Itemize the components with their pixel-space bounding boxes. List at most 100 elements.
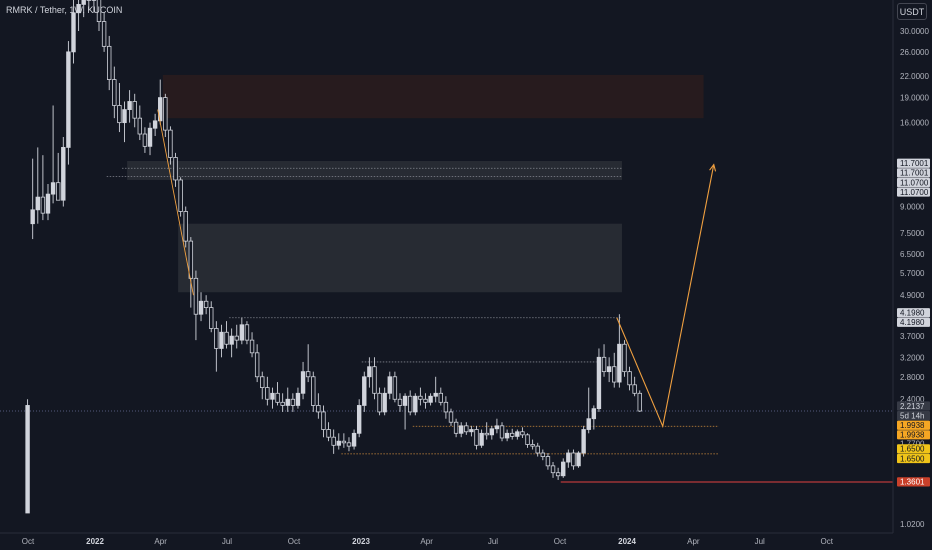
candle-body xyxy=(142,133,148,147)
candle-body xyxy=(351,432,357,447)
candle xyxy=(581,425,586,457)
candle-body xyxy=(183,211,188,242)
candle-body xyxy=(265,387,270,400)
candle-body xyxy=(305,371,311,378)
candle xyxy=(117,83,122,133)
candle xyxy=(142,127,148,153)
symbol-title[interactable]: RMRK / Tether, 1W, KUCOIN xyxy=(6,5,123,15)
candle-body xyxy=(535,445,540,454)
price-axis[interactable]: 30.000026.000022.000019.000016.000010.50… xyxy=(892,0,932,550)
candle xyxy=(270,387,275,409)
candle-body xyxy=(617,343,622,383)
candle-body xyxy=(341,440,347,444)
candle xyxy=(372,357,377,400)
candle-body xyxy=(550,465,556,474)
candle xyxy=(346,437,352,452)
candle-body xyxy=(203,300,209,308)
candle-body xyxy=(433,392,438,397)
price-label: 2.2137 xyxy=(897,401,930,411)
candle-body xyxy=(229,335,234,345)
price-label-box xyxy=(897,168,930,178)
currency-button[interactable]: USDT xyxy=(897,3,927,20)
x-tick-year: 2024 xyxy=(618,537,636,546)
candle xyxy=(423,393,428,409)
candle xyxy=(321,405,326,438)
candle xyxy=(45,184,51,221)
candle xyxy=(86,0,92,11)
candle xyxy=(193,270,199,341)
candle xyxy=(127,90,132,123)
price-label-box xyxy=(897,420,930,430)
price-label-text: 4.1980 xyxy=(900,318,925,327)
candle xyxy=(122,101,127,143)
candle-body xyxy=(571,452,576,467)
candle-body xyxy=(377,392,382,413)
candle-body xyxy=(632,384,637,394)
candle xyxy=(525,433,530,448)
time-axis-background xyxy=(0,533,893,550)
candle xyxy=(362,371,367,412)
candle xyxy=(112,66,117,119)
candle-body xyxy=(96,0,102,22)
projection-path xyxy=(616,164,715,429)
candle-body xyxy=(193,277,199,315)
y-tick-label: 2.4000 xyxy=(900,395,925,404)
candle-body xyxy=(198,300,204,315)
price-label-box xyxy=(897,308,930,318)
candle xyxy=(35,147,40,224)
candle xyxy=(219,324,224,358)
candle-body xyxy=(311,376,316,406)
price-labels-layer: 11.700111.700111.070011.07004.19804.1980… xyxy=(897,158,930,487)
candle xyxy=(367,357,372,388)
price-label-box xyxy=(897,477,930,487)
candle xyxy=(91,0,97,13)
levels-layer xyxy=(0,167,893,483)
candle xyxy=(382,387,387,416)
candle-body xyxy=(484,432,489,436)
candle-body xyxy=(260,376,265,388)
candle xyxy=(71,0,76,64)
candle-body xyxy=(418,395,423,400)
price-label-text: 1.6500 xyxy=(900,445,925,454)
range-zone xyxy=(127,160,622,180)
candle xyxy=(305,344,311,383)
y-tick-label: 5.7000 xyxy=(900,269,925,278)
price-label-text: 11.7001 xyxy=(900,159,929,168)
candle-body xyxy=(209,307,214,329)
candle-body xyxy=(280,401,285,406)
y-tick-label: 22.0000 xyxy=(900,72,929,81)
candle-body xyxy=(188,240,194,279)
candle-body xyxy=(321,411,326,430)
candle-body xyxy=(499,425,505,439)
candle xyxy=(234,324,239,349)
candles-layer xyxy=(25,0,642,514)
candle-body xyxy=(152,120,158,129)
candle-body xyxy=(402,395,408,406)
candle-body xyxy=(336,440,341,446)
price-label-text: 1.9938 xyxy=(900,421,925,430)
price-label-text: 1.9938 xyxy=(900,431,925,440)
price-label-text: 1.6500 xyxy=(900,454,925,463)
candle-body xyxy=(601,356,607,373)
candle-body xyxy=(132,101,137,119)
candle-body xyxy=(504,432,510,439)
price-label-box xyxy=(897,317,930,327)
candle xyxy=(137,105,143,141)
candle xyxy=(504,429,510,442)
candle xyxy=(540,449,546,461)
candle-body xyxy=(254,352,260,378)
candle xyxy=(555,467,561,480)
price-label-box xyxy=(897,411,930,421)
candle-body xyxy=(469,429,474,433)
x-tick-label: Oct xyxy=(288,537,301,546)
candle-body xyxy=(331,436,336,446)
candle-body xyxy=(163,97,168,131)
x-tick-year: 2022 xyxy=(86,537,104,546)
candle xyxy=(178,177,183,217)
candle xyxy=(249,332,255,358)
time-axis[interactable]: Oct 2022 Apr Jul Oct 2023 Apr Jul Oct 2024 Apr Jul O… xyxy=(0,532,893,550)
price-label-box xyxy=(897,187,930,197)
candle-body xyxy=(586,418,591,430)
candle-body xyxy=(438,392,443,403)
